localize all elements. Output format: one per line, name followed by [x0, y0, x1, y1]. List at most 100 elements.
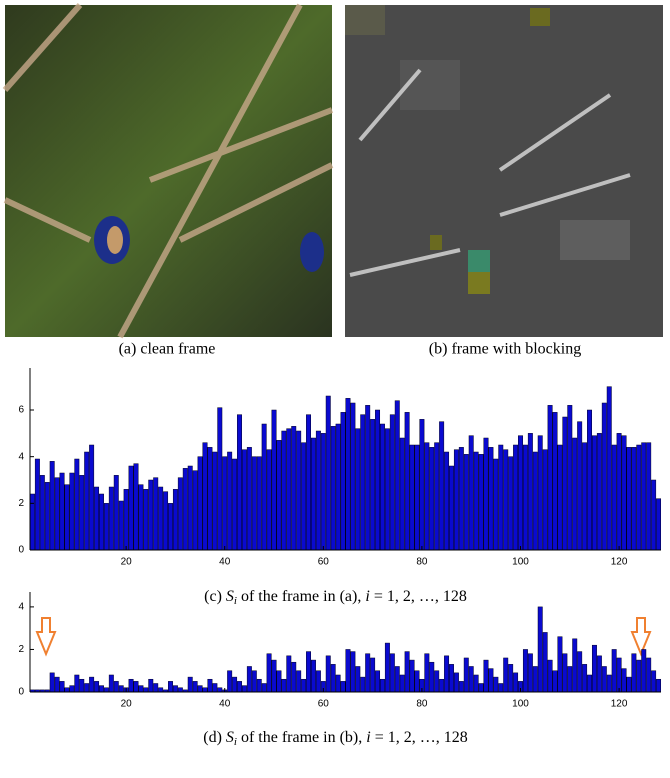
bar	[49, 672, 55, 693]
bar	[483, 659, 489, 693]
bar	[601, 666, 607, 693]
bar	[596, 655, 602, 693]
bar	[483, 437, 489, 551]
bar	[315, 430, 321, 551]
caption-part: i	[366, 729, 370, 746]
bar	[498, 683, 504, 693]
bar	[626, 676, 632, 693]
bar	[547, 659, 553, 693]
bar	[138, 484, 144, 551]
bar	[261, 423, 267, 551]
bar	[429, 661, 435, 693]
x-tick-label: 60	[318, 699, 330, 710]
bar	[345, 398, 351, 551]
bar	[542, 449, 548, 551]
bar	[557, 636, 563, 693]
bar	[444, 451, 450, 551]
bar	[542, 632, 548, 693]
bar	[399, 437, 405, 551]
bar	[34, 458, 40, 551]
bar	[458, 447, 464, 551]
x-tick-label: 120	[611, 699, 628, 710]
bar	[94, 681, 100, 693]
bar	[296, 430, 302, 551]
caption-part: = 1, 2, …, 128	[371, 729, 468, 746]
caption-part: i	[234, 736, 237, 748]
bar	[266, 653, 272, 693]
bar	[153, 477, 159, 551]
bar	[118, 685, 124, 693]
caption-part: i	[234, 595, 237, 607]
bar	[463, 454, 469, 551]
bar	[202, 442, 208, 551]
bar	[567, 405, 573, 551]
bar	[29, 493, 35, 551]
bar	[651, 670, 657, 693]
bar	[212, 451, 218, 551]
bar	[453, 672, 459, 693]
bar	[291, 661, 297, 693]
bar	[74, 674, 80, 693]
bar	[611, 649, 617, 693]
bar	[266, 449, 272, 551]
bar	[508, 456, 514, 551]
bar	[153, 683, 159, 693]
bar	[384, 428, 390, 551]
bar	[508, 664, 514, 693]
bar	[380, 678, 385, 693]
bar	[340, 412, 346, 551]
bar	[360, 414, 366, 551]
bar	[108, 674, 114, 693]
bar	[301, 678, 307, 693]
bar	[172, 489, 178, 551]
bar	[473, 674, 479, 693]
bar	[286, 428, 292, 551]
bar	[414, 444, 420, 551]
bar	[350, 402, 356, 551]
caption-part: = 1, 2, …, 128	[370, 588, 467, 605]
bar	[591, 435, 597, 551]
bar	[276, 440, 282, 551]
bar	[64, 687, 70, 693]
bar	[434, 442, 440, 551]
bar	[232, 458, 238, 551]
bar	[158, 687, 164, 693]
bar	[641, 649, 647, 693]
bar	[616, 657, 622, 693]
bar	[44, 482, 50, 551]
bar	[158, 486, 164, 551]
bar	[182, 468, 188, 551]
bar	[522, 649, 528, 693]
bar	[138, 685, 144, 693]
bar	[631, 447, 637, 551]
bar	[424, 653, 430, 693]
bar	[582, 664, 588, 693]
bar	[527, 433, 533, 551]
bar	[582, 442, 588, 551]
bar	[394, 666, 400, 693]
bar	[325, 395, 331, 551]
bar	[84, 451, 90, 551]
bar	[380, 423, 385, 551]
bar	[217, 407, 223, 551]
bar	[493, 676, 499, 693]
bar	[256, 678, 262, 693]
bar	[651, 479, 657, 551]
y-tick-label: 0	[18, 545, 24, 556]
bar	[646, 442, 652, 551]
x-tick-label: 100	[512, 699, 529, 710]
bar	[246, 666, 252, 693]
bar	[69, 472, 75, 551]
bar	[513, 444, 519, 551]
image-caption: (b) frame with blocking	[429, 341, 581, 358]
bar	[39, 475, 45, 551]
y-tick-label: 4	[18, 451, 24, 462]
bar	[365, 405, 371, 551]
bar	[468, 666, 474, 693]
bar	[419, 419, 425, 551]
bar	[103, 687, 109, 693]
bar	[365, 653, 371, 693]
bar	[237, 681, 242, 693]
bar	[128, 465, 134, 551]
bar	[251, 670, 257, 693]
